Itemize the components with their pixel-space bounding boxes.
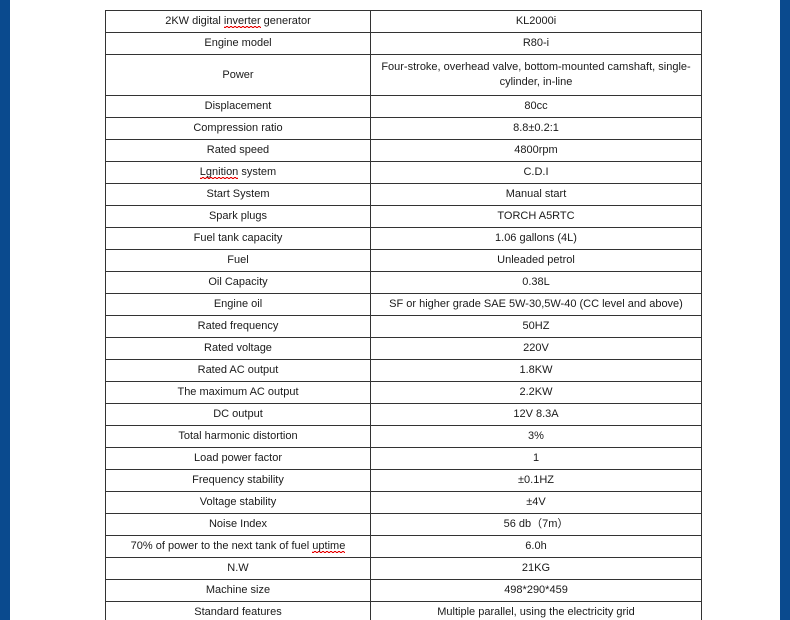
- spec-value: 2.2KW: [371, 382, 702, 404]
- spellcheck-underline: uptime: [312, 540, 345, 553]
- spec-value: C.D.I: [371, 162, 702, 184]
- spec-value: 6.0h: [371, 536, 702, 558]
- table-row: 70% of power to the next tank of fuel up…: [106, 536, 702, 558]
- spec-value: Unleaded petrol: [371, 250, 702, 272]
- spec-value: 12V 8.3A: [371, 404, 702, 426]
- spec-value: ±4V: [371, 492, 702, 514]
- table-row: Fuel tank capacity1.06 gallons (4L): [106, 228, 702, 250]
- table-row: Voltage stability±4V: [106, 492, 702, 514]
- vertical-bar-right: [780, 0, 790, 620]
- spec-label: Machine size: [106, 580, 371, 602]
- table-row: Rated frequency50HZ: [106, 316, 702, 338]
- spec-label: Frequency stability: [106, 470, 371, 492]
- spec-label: Start System: [106, 184, 371, 206]
- table-row: Spark plugsTORCH A5RTC: [106, 206, 702, 228]
- spec-label: Noise Index: [106, 514, 371, 536]
- spec-label: 70% of power to the next tank of fuel up…: [106, 536, 371, 558]
- table-row: Machine size498*290*459: [106, 580, 702, 602]
- spec-label: DC output: [106, 404, 371, 426]
- spec-table-wrap: 2KW digital inverter generatorKL2000iEng…: [105, 10, 701, 620]
- spec-value: R80-i: [371, 33, 702, 55]
- table-row: Rated voltage220V: [106, 338, 702, 360]
- spec-value: TORCH A5RTC: [371, 206, 702, 228]
- spec-label: Engine oil: [106, 294, 371, 316]
- spec-label: Displacement: [106, 96, 371, 118]
- spec-label: Lgnition system: [106, 162, 371, 184]
- spec-value: 4800rpm: [371, 140, 702, 162]
- spec-label: Spark plugs: [106, 206, 371, 228]
- spec-value: 56 db（7m）: [371, 514, 702, 536]
- page: 2KW digital inverter generatorKL2000iEng…: [0, 0, 790, 620]
- spec-label: Rated frequency: [106, 316, 371, 338]
- spec-label: Compression ratio: [106, 118, 371, 140]
- spec-value: 0.38L: [371, 272, 702, 294]
- spec-value: 498*290*459: [371, 580, 702, 602]
- spec-label: Oil Capacity: [106, 272, 371, 294]
- table-row: Noise Index56 db（7m）: [106, 514, 702, 536]
- spec-label: Engine model: [106, 33, 371, 55]
- table-row: Load power factor1: [106, 448, 702, 470]
- spec-table: 2KW digital inverter generatorKL2000iEng…: [105, 10, 702, 620]
- table-row: The maximum AC output2.2KW: [106, 382, 702, 404]
- spec-value: Multiple parallel, using the electricity…: [371, 602, 702, 620]
- spec-value: 21KG: [371, 558, 702, 580]
- table-row: 2KW digital inverter generatorKL2000i: [106, 11, 702, 33]
- spec-value: 50HZ: [371, 316, 702, 338]
- spellcheck-underline: Lgnition: [200, 166, 239, 179]
- spec-value: 8.8±0.2:1: [371, 118, 702, 140]
- spec-value: 1: [371, 448, 702, 470]
- spec-value: 1.8KW: [371, 360, 702, 382]
- table-row: Standard featuresMultiple parallel, usin…: [106, 602, 702, 620]
- spec-value: Four-stroke, overhead valve, bottom-moun…: [371, 55, 702, 96]
- table-row: Rated AC output1.8KW: [106, 360, 702, 382]
- table-row: Oil Capacity0.38L: [106, 272, 702, 294]
- spec-value: Manual start: [371, 184, 702, 206]
- table-row: Engine oilSF or higher grade SAE 5W-30,5…: [106, 294, 702, 316]
- table-row: FuelUnleaded petrol: [106, 250, 702, 272]
- table-row: DC output12V 8.3A: [106, 404, 702, 426]
- table-row: Compression ratio8.8±0.2:1: [106, 118, 702, 140]
- table-row: Frequency stability±0.1HZ: [106, 470, 702, 492]
- spec-value: ±0.1HZ: [371, 470, 702, 492]
- spec-label: Power: [106, 55, 371, 96]
- spec-label: Fuel: [106, 250, 371, 272]
- vertical-bar-left: [0, 0, 10, 620]
- table-row: Start SystemManual start: [106, 184, 702, 206]
- table-row: Total harmonic distortion3%: [106, 426, 702, 448]
- spec-label: Rated AC output: [106, 360, 371, 382]
- spec-value: SF or higher grade SAE 5W-30,5W-40 (CC l…: [371, 294, 702, 316]
- spec-label: Rated voltage: [106, 338, 371, 360]
- table-row: Engine modelR80-i: [106, 33, 702, 55]
- table-row: Rated speed4800rpm: [106, 140, 702, 162]
- spellcheck-underline: inverter: [224, 15, 261, 28]
- spec-label: 2KW digital inverter generator: [106, 11, 371, 33]
- spec-label: Load power factor: [106, 448, 371, 470]
- table-row: PowerFour-stroke, overhead valve, bottom…: [106, 55, 702, 96]
- spec-value: 80cc: [371, 96, 702, 118]
- table-row: Displacement80cc: [106, 96, 702, 118]
- spec-label: Standard features: [106, 602, 371, 620]
- spec-label: Fuel tank capacity: [106, 228, 371, 250]
- spec-table-body: 2KW digital inverter generatorKL2000iEng…: [106, 11, 702, 620]
- spec-value: 3%: [371, 426, 702, 448]
- table-row: Lgnition systemC.D.I: [106, 162, 702, 184]
- spec-value: 1.06 gallons (4L): [371, 228, 702, 250]
- spec-label: The maximum AC output: [106, 382, 371, 404]
- table-row: N.W21KG: [106, 558, 702, 580]
- spec-label: N.W: [106, 558, 371, 580]
- spec-label: Voltage stability: [106, 492, 371, 514]
- spec-value: 220V: [371, 338, 702, 360]
- spec-label: Rated speed: [106, 140, 371, 162]
- spec-label: Total harmonic distortion: [106, 426, 371, 448]
- spec-value: KL2000i: [371, 11, 702, 33]
